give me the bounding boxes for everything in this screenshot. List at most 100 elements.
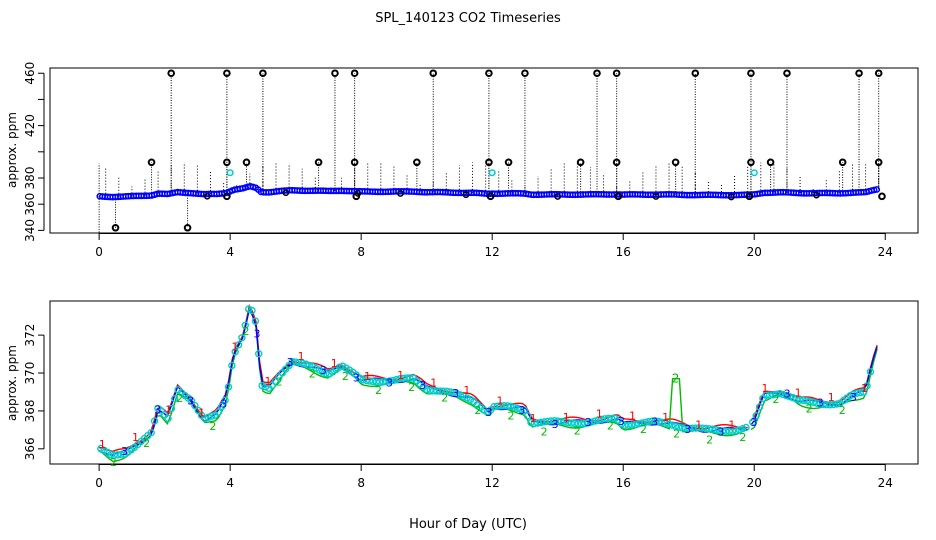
outlier-mid	[223, 158, 231, 167]
outlier-base	[352, 192, 361, 201]
series-3-label: 3	[386, 376, 393, 389]
cyan-mark	[750, 169, 758, 177]
sample-circle	[718, 427, 727, 435]
low-point	[282, 189, 290, 197]
sample-circle	[628, 421, 636, 429]
sample-circle	[577, 419, 586, 428]
sample-circle	[634, 420, 643, 428]
sample-circle	[806, 397, 814, 406]
bottom-xtick-label: 12	[485, 476, 500, 490]
sample-circle	[224, 383, 233, 391]
low-point	[397, 190, 404, 197]
sample-circle	[446, 388, 455, 396]
top-xtick-label: 12	[485, 245, 500, 259]
sample-circle	[187, 397, 196, 405]
low-point	[462, 191, 470, 199]
sample-circle	[513, 404, 522, 413]
outlier-high	[612, 69, 621, 78]
series-1-label: 1	[364, 370, 371, 383]
outlier-low	[183, 223, 192, 232]
sample-circle	[520, 406, 528, 414]
sample-circle	[728, 427, 737, 435]
sample-circle	[853, 389, 861, 397]
series-3-label: 3	[254, 328, 261, 341]
top-xtick-label: 24	[878, 245, 893, 259]
sample-circle	[654, 417, 663, 426]
series-3-label: 3	[320, 364, 327, 377]
series-1-label: 1	[695, 419, 702, 432]
series-1-label: 1	[761, 382, 768, 395]
sample-circle	[369, 377, 377, 386]
sample-circle	[856, 388, 865, 397]
outlier-mid	[314, 158, 323, 167]
series-1-label: 1	[828, 391, 835, 404]
sample-circle	[372, 378, 381, 386]
sample-circle	[708, 425, 717, 433]
sample-circle	[540, 418, 549, 426]
sample-circle	[829, 400, 838, 409]
sample-circle	[295, 358, 303, 367]
sample-circle	[698, 424, 707, 432]
sample-circle	[147, 428, 155, 437]
figure-title: SPL_140123 CO2 Timeseries	[375, 11, 561, 26]
sample-circle	[117, 450, 125, 459]
series-1-label: 1	[331, 357, 338, 370]
outlier-mid	[350, 158, 359, 167]
sample-circle	[786, 393, 794, 401]
series-1-label: 1	[728, 419, 735, 432]
series-3-label: 3	[220, 397, 227, 410]
series-2-label: 2	[441, 392, 448, 405]
bottom-plot-frame	[49, 300, 919, 465]
sample-circle	[493, 402, 502, 410]
sample-circle	[581, 419, 589, 428]
bottom-ytick-label: 366	[23, 437, 37, 460]
sample-circle	[742, 423, 750, 432]
sample-circle	[604, 414, 612, 423]
sample-circle	[812, 399, 821, 407]
bottom-ytick-label: 372	[23, 324, 37, 347]
series-2-label: 2	[375, 384, 382, 397]
bottom-ytick-label: 368	[23, 399, 37, 422]
outlier-mid	[504, 158, 513, 167]
outlier-mid	[612, 158, 621, 167]
series-3-label: 3	[618, 415, 625, 428]
sample-circle	[537, 418, 545, 427]
bottom-ylabel: approx. ppm	[5, 345, 19, 421]
sample-circle	[651, 417, 660, 425]
sample-circle	[665, 420, 673, 428]
series-2-label: 2	[143, 437, 150, 450]
series-2-label: 2	[541, 426, 548, 439]
outlier-high	[350, 69, 359, 78]
top-plot-frame	[49, 67, 919, 234]
sample-circle	[779, 390, 787, 399]
sample-circle	[715, 426, 723, 435]
outlier-base	[878, 192, 886, 201]
outlier-mid	[838, 158, 847, 167]
sample-circle	[244, 305, 253, 313]
sample-circle	[765, 391, 774, 399]
outlier-mid	[671, 158, 680, 167]
outlier-mid	[874, 158, 883, 167]
sample-circle	[527, 418, 535, 427]
sample-circle	[547, 417, 555, 425]
outlier-high	[747, 69, 755, 78]
outlier-high	[223, 69, 231, 78]
sample-circle	[769, 391, 777, 399]
bottom-xtick-label: 16	[616, 476, 631, 490]
series-3-label: 3	[287, 356, 294, 369]
top-xtick-label: 16	[616, 245, 631, 259]
sample-circle	[695, 424, 703, 432]
sample-circle	[732, 427, 740, 435]
series-1-label: 1	[198, 406, 205, 419]
low-point	[203, 192, 211, 200]
series-1-label: 1	[165, 404, 172, 417]
outlier-high	[783, 69, 791, 78]
top-xtick-label: 4	[226, 245, 234, 259]
sample-circle	[406, 374, 414, 382]
top-xtick-label: 20	[747, 245, 762, 259]
outlier-high	[331, 69, 339, 78]
bottom-xtick-label: 4	[226, 476, 234, 490]
sample-circle	[298, 359, 307, 367]
